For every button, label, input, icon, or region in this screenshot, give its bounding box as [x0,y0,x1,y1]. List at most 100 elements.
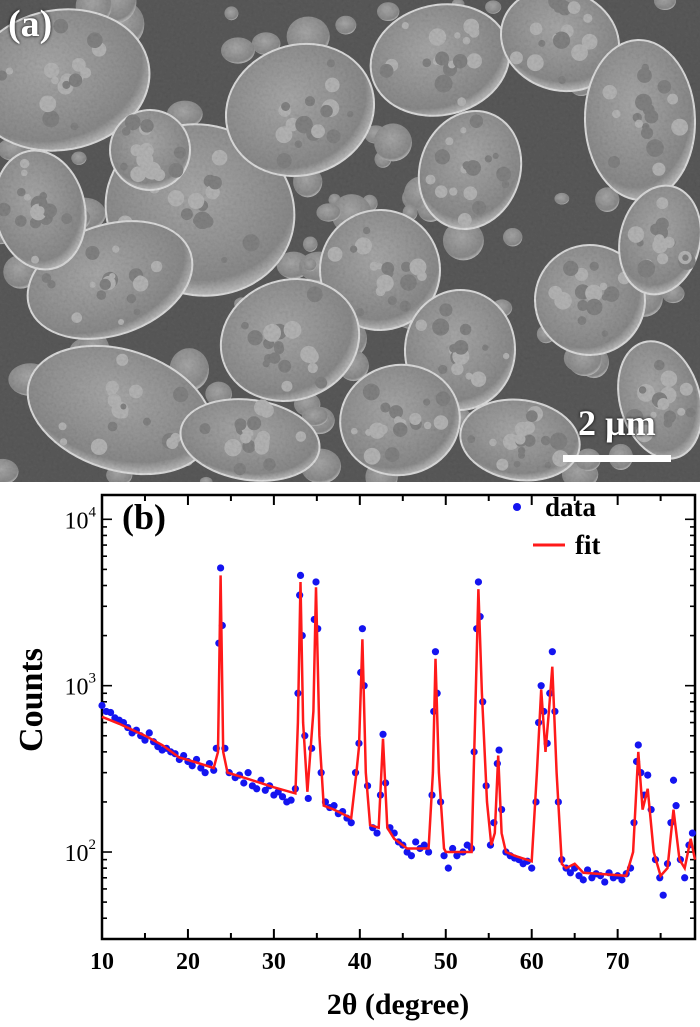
sem-surface-grain [434,74,453,93]
sem-surface-grain [20,169,28,177]
x-tick-label: 10 [90,949,114,975]
sem-surface-grain [660,370,678,388]
sem-surface-grain [434,185,448,198]
data-point [431,648,440,656]
sem-surface-grain [502,352,510,360]
sem-surface-grain [234,418,247,431]
xrd-chart: 10 20 30 40 50 60 70 102 103 104 (b) data fit 2θ… [13,492,697,1021]
sem-surface-grain [435,391,451,406]
sem-surface-grain [656,197,669,210]
sem-surface-grain [602,84,617,100]
sem-surface-grain [484,155,493,163]
sem-surface-grain [31,255,39,264]
sem-surface-grain [653,359,665,371]
sem-surface-grain [0,202,11,217]
sem-small-particle [377,2,400,22]
sem-surface-grain [275,126,293,144]
x-tick-label: 70 [606,949,630,975]
sem-small-particle [224,6,239,21]
sem-surface-grain [466,53,482,69]
sem-surface-grain [365,428,373,436]
sem-surface-grain [574,267,589,282]
panel-a-label: (a) [8,3,53,45]
data-point [449,844,457,853]
sem-surface-grain [120,403,127,410]
sem-surface-grain [401,22,409,30]
data-point [424,848,433,856]
sem-small-particle [302,236,318,252]
sem-surface-grain [472,200,487,215]
sem-surface-grain [42,203,57,218]
sem-surface-grain [663,410,677,423]
sem-small-particle [595,187,620,212]
sem-surface-grain [362,383,380,401]
sem-surface-grain [254,399,271,416]
data-point [373,829,381,837]
sem-surface-grain [389,405,404,419]
sem-surface-grain [96,290,107,300]
sem-surface-grain [583,13,593,23]
sem-surface-grain [173,386,189,403]
sem-surface-grain [140,119,154,133]
sem-surface-grain [268,352,281,364]
x-tick-label: 50 [434,949,458,975]
data-point [217,564,225,572]
sem-surface-grain [434,149,450,165]
sem-surface-grain [644,101,651,108]
sem-surface-grain [320,104,333,118]
sem-surface-grain [459,323,472,336]
sem-surface-grain [51,76,59,85]
sem-surface-grain [433,325,441,334]
sem-large-particle [224,42,376,178]
sem-surface-grain [449,344,458,353]
sem-image-panel: (a) 2 µm [0,0,700,482]
sem-surface-grain [679,382,693,396]
data-point [253,785,261,793]
data-point [261,786,269,794]
sem-surface-grain [435,51,450,66]
sem-surface-grain [438,364,448,375]
sem-surface-grain [384,447,400,462]
data-point [601,878,609,886]
sem-surface-grain [173,146,186,159]
sem-surface-grain [428,28,447,46]
sem-surface-grain [109,272,116,280]
sem-surface-grain [627,226,645,243]
sem-surface-grain [637,259,656,278]
scale-bar [563,455,671,462]
sem-surface-grain [449,187,458,196]
sem-surface-grain [224,438,242,457]
sem-small-particle [316,203,341,222]
data-point [407,852,415,860]
sem-surface-grain [167,190,185,207]
sem-surface-grain [247,330,263,346]
sem-surface-grain [315,376,328,389]
sem-surface-grain [489,438,497,447]
sem-surface-grain [663,236,675,249]
sem-surface-grain [526,54,544,72]
sem-surface-grain [324,77,340,93]
data-point [330,802,338,810]
sem-surface-grain [35,206,45,216]
sem-surface-grain [523,434,536,447]
data-point [106,708,115,717]
sem-surface-grain [433,415,449,430]
sem-surface-grain [563,260,579,277]
sem-surface-grain [682,254,689,261]
sem-surface-grain [422,58,432,68]
sem-small-particle [554,192,570,205]
sem-surface-grain [294,140,303,149]
sem-surface-grain [496,458,509,471]
sem-micrograph [0,0,700,482]
data-point [278,793,287,801]
data-point [634,741,642,749]
sem-surface-grain [233,462,246,476]
sem-surface-grain [278,359,292,373]
sem-surface-grain [283,320,302,339]
sem-surface-grain [538,39,546,47]
sem-surface-grain [85,245,100,260]
sem-small-particle [442,220,484,261]
sem-surface-grain [135,275,146,286]
sem-surface-grain [15,215,27,227]
sem-surface-grain [641,63,650,72]
